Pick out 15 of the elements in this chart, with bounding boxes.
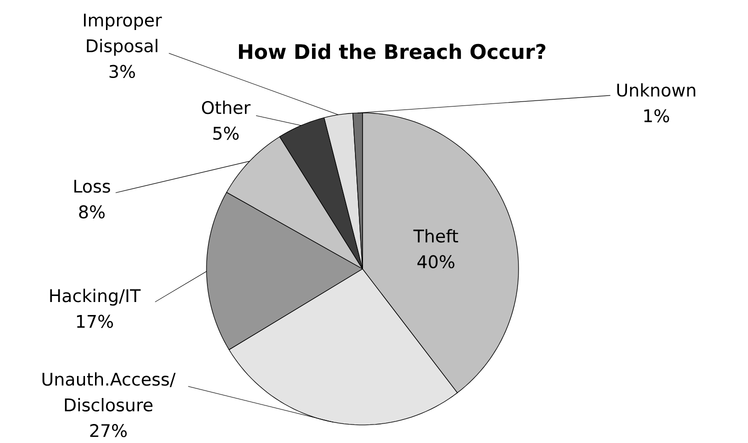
slice-label: Improper Disposal [84,14,162,56]
slice-label: Loss [74,180,110,193]
slice-label: Unauth.Access/ Disclosure [42,372,176,412]
data-label: 8% [79,205,105,218]
slice-label: Unknown [617,83,696,97]
slice-label: Theft [413,228,458,242]
data-label: 1% [644,109,670,122]
slice-label: Other [202,100,251,114]
data-label: 27% [90,424,127,438]
text: How Did the Breach Occur? [238,43,546,60]
data-label: 3% [110,64,135,78]
slice-label: Hacking/IT [50,288,141,306]
data-label: 40% [417,254,454,268]
data-label: 17% [77,314,113,328]
data-label: 5% [213,126,239,140]
